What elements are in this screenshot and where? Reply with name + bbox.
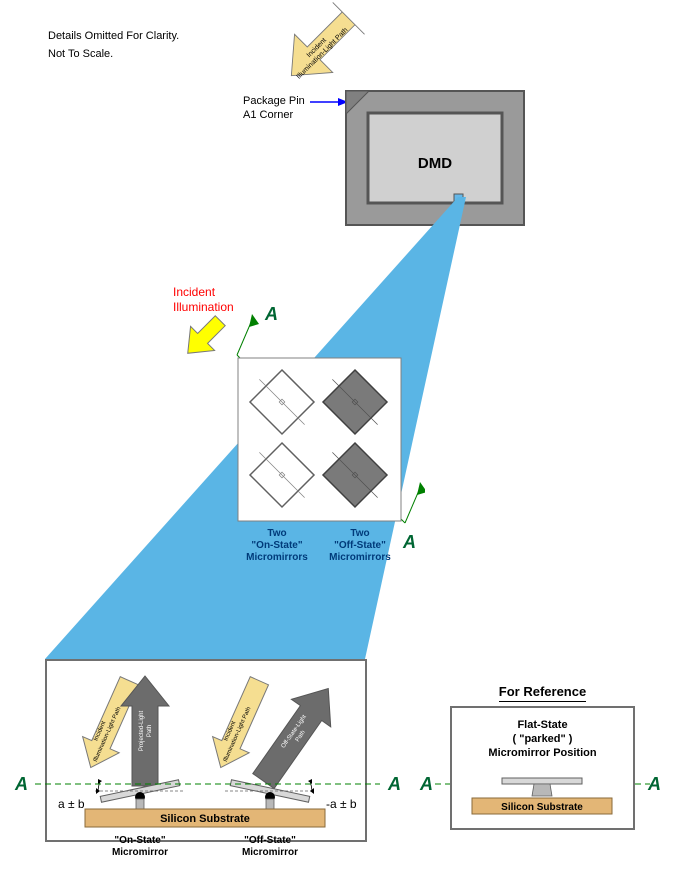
note-line-2: Not To Scale.: [48, 48, 113, 60]
svg-text:Silicon Substrate: Silicon Substrate: [501, 802, 583, 813]
angle-pos-label: a ± b: [58, 797, 85, 811]
off-state-mirrors-label: Two "Off-State" Micromirrors: [320, 528, 400, 564]
micromirror-box: [237, 357, 402, 522]
reference-lines: Flat-State ( "parked" ) Micromirror Posi…: [450, 718, 635, 760]
svg-text:A: A: [264, 304, 278, 324]
section-a-right-2: A: [648, 774, 661, 795]
reference-title-wrap: For Reference: [450, 683, 635, 702]
reference-title: For Reference: [499, 684, 586, 702]
incident-illum-label-1: Incident: [173, 285, 215, 299]
section-a-right-1: A: [420, 774, 433, 795]
off-state-mirror-label: "Off-State" Micromirror: [220, 835, 320, 859]
incident-illum-arrow: [177, 310, 232, 365]
package-pin-label-2: A1 Corner: [243, 109, 293, 121]
svg-text:A: A: [402, 532, 416, 552]
top-incident-arrow: Incident Illumination-Light Path: [270, 0, 370, 95]
dmd-label: DMD: [398, 155, 472, 172]
note-line-1: Details Omitted For Clarity.: [48, 30, 179, 42]
substrate-label: Silicon Substrate: [160, 813, 250, 825]
section-a-left-2: A: [388, 774, 401, 795]
svg-text:Projected-Light: Projected-Light: [139, 710, 145, 751]
on-state-mirror-label: "On-State" Micromirror: [90, 835, 190, 859]
svg-text:Path: Path: [147, 725, 153, 737]
angle-neg-label: -a ± b: [326, 797, 357, 811]
on-state-mirrors-label: Two "On-State" Micromirrors: [237, 528, 317, 564]
package-pin-label-1: Package Pin: [243, 95, 305, 107]
section-a-left-1: A: [15, 774, 28, 795]
